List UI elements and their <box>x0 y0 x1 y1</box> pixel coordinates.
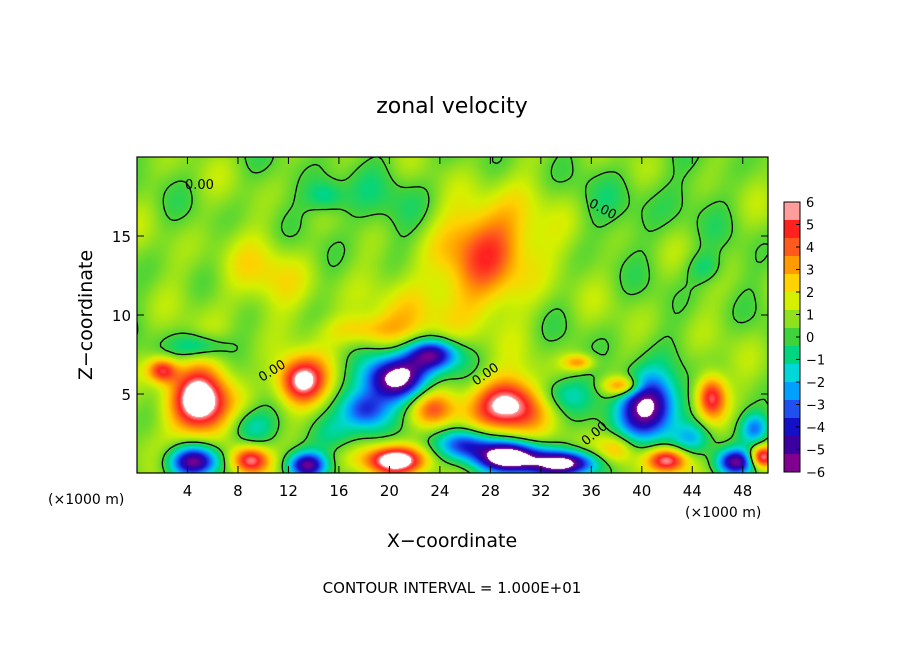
colorbar-swatch <box>784 436 800 455</box>
x-tick-label: 28 <box>481 482 500 500</box>
x-axis: 4 8 12 16 20 24 28 32 36 40 44 48 <box>183 157 752 500</box>
y-tick-label: 5 <box>121 386 131 404</box>
colorbar-tick-label: 0 <box>806 331 814 346</box>
colorbar-tick-label: −5 <box>806 444 825 459</box>
x-tick-label: 40 <box>632 482 651 500</box>
contour-line <box>137 157 768 473</box>
colorbar-tick-label: 3 <box>806 264 814 279</box>
x-tick-label: 44 <box>683 482 702 500</box>
colorbar-tick-label: −4 <box>806 421 825 436</box>
colorbar-tick-label: 6 <box>806 196 814 211</box>
x-tick-label: 48 <box>733 482 752 500</box>
x-tick-label: 36 <box>582 482 601 500</box>
colorbar-tick-label: −3 <box>806 399 825 414</box>
zero-contours <box>137 157 768 473</box>
chart-title: zonal velocity <box>376 94 528 119</box>
colorbar-tick-label: −6 <box>806 466 825 481</box>
y-tick-label: 10 <box>112 307 131 325</box>
colorbar-swatch <box>784 238 800 257</box>
colorbar-tick-label: 4 <box>806 241 814 256</box>
colorbar-swatch <box>784 346 800 365</box>
x-tick-label: 8 <box>233 482 243 500</box>
x-unit-label-left: (×1000 m) <box>48 492 124 508</box>
x-tick-label: 24 <box>430 482 449 500</box>
x-tick-label: 12 <box>279 482 298 500</box>
colorbar-tick-label: 1 <box>806 309 814 324</box>
colorbar-swatch <box>784 292 800 311</box>
y-axis: 5 10 15 <box>112 228 768 404</box>
heatmap-field <box>137 157 768 473</box>
contour-label: 0.00 <box>185 178 214 193</box>
colorbar-tick-label: 5 <box>806 219 814 234</box>
x-tick-label: 4 <box>183 482 193 500</box>
colorbar-swatch <box>784 274 800 293</box>
contour-interval-note: CONTOUR INTERVAL = 1.000E+01 <box>323 579 582 597</box>
x-axis-title: X−coordinate <box>387 530 517 552</box>
colorbar-tick-label: −2 <box>806 376 825 391</box>
colorbar-swatch <box>784 382 800 401</box>
x-tick-label: 16 <box>329 482 348 500</box>
x-unit-label-right: (×1000 m) <box>685 505 761 521</box>
colorbar-swatch <box>784 328 800 347</box>
colorbar-swatch <box>784 202 800 221</box>
colorbar-swatch <box>784 418 800 437</box>
colorbar-swatch <box>784 256 800 275</box>
colorbar: 6 5 4 3 2 1 0 −1 −2 −3 −4 −5 −6 <box>783 196 825 481</box>
colorbar-swatch <box>784 400 800 419</box>
y-axis-title: Z−coordinate <box>75 250 97 380</box>
colorbar-swatch <box>784 364 800 383</box>
x-tick-label: 20 <box>380 482 399 500</box>
colorbar-tick-label: −1 <box>806 354 825 369</box>
colorbar-swatch <box>784 220 800 239</box>
x-tick-label: 32 <box>531 482 550 500</box>
colorbar-swatch <box>784 310 800 329</box>
y-tick-label: 15 <box>112 228 131 246</box>
colorbar-swatch <box>784 454 800 473</box>
colorbar-tick-label: 2 <box>806 286 814 301</box>
